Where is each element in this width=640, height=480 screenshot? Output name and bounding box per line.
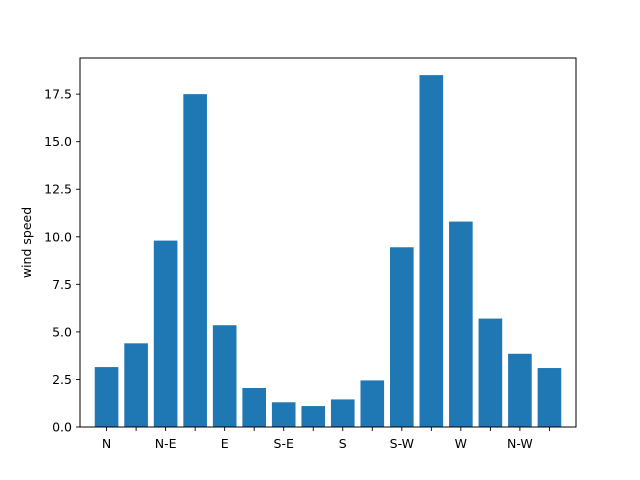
plot-frame [79, 57, 577, 428]
y-tick-label-6: 15.0 [44, 134, 72, 149]
y-tick-label-1: 2.5 [52, 372, 72, 387]
x-tick-label-14: N-W [507, 436, 533, 451]
y-axis-label: wind speed [19, 207, 34, 278]
x-tick-label-12: W [455, 436, 467, 451]
y-axis: 0.0 2.5 5.0 7.5 10.0 12.5 15.0 17.5 [44, 87, 80, 435]
y-tick-label-2: 5.0 [52, 324, 72, 339]
bar-11 [419, 75, 444, 428]
bar-2 [153, 240, 178, 427]
x-tick-label-4: E [221, 436, 229, 451]
bar-12 [449, 221, 473, 427]
bar-5 [242, 388, 266, 427]
bar-8 [330, 399, 355, 427]
bar-7 [301, 406, 326, 427]
x-tick-label-10: S-W [390, 436, 414, 451]
y-tick-label-7: 17.5 [44, 87, 72, 102]
x-axis: N N-E E S-E S S-W W N-W [102, 427, 550, 451]
bar-6 [271, 402, 296, 427]
bar-13 [478, 318, 503, 427]
bar-10 [390, 247, 414, 427]
y-tick-label-5: 12.5 [44, 182, 72, 197]
bars-group [94, 75, 562, 428]
x-tick-label-8: S [339, 436, 347, 451]
y-tick-label-0: 0.0 [52, 420, 72, 435]
y-tick-label-4: 10.0 [44, 229, 72, 244]
x-tick-label-0: N [102, 436, 111, 451]
bar-3 [183, 94, 207, 427]
bar-0 [94, 367, 119, 427]
x-tick-label-6: S-E [274, 436, 294, 451]
bar-4 [212, 325, 237, 427]
bar-9 [360, 380, 385, 427]
x-tick-label-2: N-E [155, 436, 177, 451]
y-tick-label-3: 7.5 [52, 277, 72, 292]
bar-1 [124, 343, 148, 427]
bar-14 [508, 353, 532, 427]
bar-15 [537, 368, 562, 427]
